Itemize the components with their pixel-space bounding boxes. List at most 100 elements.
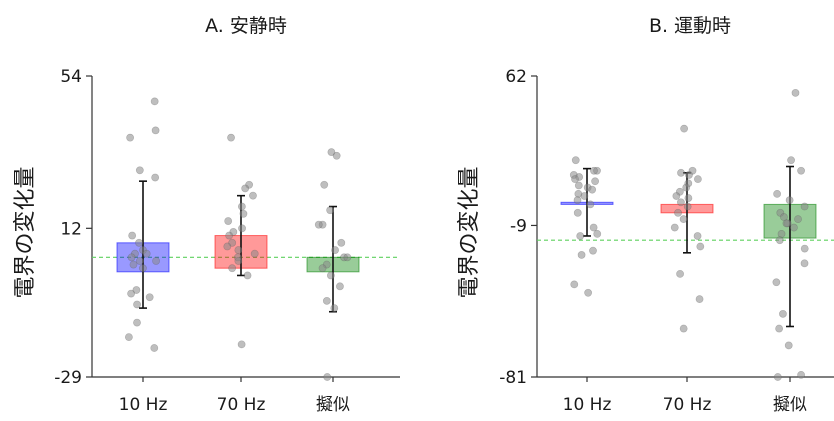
- data-point: [791, 88, 800, 97]
- data-point: [588, 185, 597, 194]
- data-point: [336, 282, 344, 291]
- data-point: [127, 289, 136, 298]
- data-point: [250, 249, 259, 258]
- data-point: [126, 133, 135, 142]
- data-point: [695, 295, 704, 304]
- data-point: [672, 192, 681, 200]
- data-point: [584, 288, 593, 297]
- data-point: [677, 198, 685, 207]
- data-point: [679, 215, 688, 224]
- data-point: [133, 300, 141, 309]
- data-point: [241, 184, 250, 193]
- data-point: [790, 223, 798, 232]
- data-point: [591, 177, 600, 186]
- data-point: [152, 257, 160, 265]
- data-point: [326, 271, 335, 280]
- data-point: [322, 296, 331, 305]
- data-point: [151, 126, 160, 135]
- data-point: [785, 196, 794, 205]
- y-tick-label: 54: [60, 67, 82, 87]
- data-point: [797, 166, 805, 175]
- data-point: [674, 208, 682, 217]
- x-tick-label: 擬似: [316, 395, 350, 415]
- data-point: [238, 224, 246, 233]
- data-point: [128, 231, 137, 240]
- data-point: [228, 264, 237, 273]
- data-point: [124, 333, 133, 342]
- data-point: [577, 251, 586, 259]
- data-point: [670, 223, 679, 232]
- data-point: [243, 271, 252, 280]
- data-point: [142, 249, 151, 258]
- y-axis-label: 電界の変化量: [13, 166, 38, 298]
- data-point: [677, 168, 685, 177]
- data-point: [573, 208, 582, 217]
- y-tick-label: 12: [60, 219, 82, 239]
- data-point: [135, 238, 143, 247]
- data-point: [787, 156, 795, 165]
- data-point: [574, 181, 583, 190]
- data-point: [139, 264, 147, 273]
- data-point: [780, 213, 788, 221]
- data-point: [133, 318, 141, 327]
- data-point: [684, 194, 693, 202]
- data-point: [132, 286, 141, 294]
- data-point: [332, 151, 341, 160]
- data-point: [676, 269, 684, 278]
- data-point: [682, 183, 691, 192]
- data-point: [590, 166, 598, 175]
- data-point: [237, 202, 246, 211]
- data-point: [696, 242, 705, 251]
- data-point: [234, 246, 243, 254]
- data-point: [593, 229, 602, 238]
- data-point: [150, 97, 159, 106]
- y-tick-label: 62: [505, 67, 527, 87]
- data-point: [327, 148, 336, 157]
- x-tick-label: 70 Hz: [217, 395, 266, 415]
- data-point: [779, 309, 787, 318]
- y-tick-label: -81: [499, 368, 527, 388]
- data-point: [571, 156, 580, 165]
- data-point: [683, 202, 692, 211]
- data-point: [225, 231, 234, 240]
- chart-title: A. 安静時: [205, 15, 287, 37]
- data-point: [580, 192, 589, 200]
- data-point: [318, 264, 327, 273]
- data-point: [680, 124, 689, 133]
- x-tick-label: 70 Hz: [663, 395, 712, 415]
- data-point: [693, 232, 702, 240]
- data-point: [685, 171, 693, 179]
- data-point: [573, 196, 582, 205]
- data-point: [224, 217, 233, 225]
- data-point: [320, 180, 329, 189]
- data-point: [135, 257, 144, 265]
- data-point: [773, 373, 782, 381]
- x-tick-label: 擬似: [773, 395, 807, 415]
- data-point: [570, 280, 579, 289]
- x-tick-label: 10 Hz: [563, 395, 612, 415]
- data-point: [234, 257, 243, 265]
- data-point: [330, 304, 339, 312]
- data-point: [586, 200, 595, 209]
- data-point: [772, 278, 781, 287]
- data-point: [129, 260, 138, 269]
- data-point: [800, 259, 809, 268]
- data-point: [797, 370, 806, 379]
- data-point: [249, 191, 257, 200]
- data-point: [145, 293, 154, 302]
- data-point: [239, 209, 248, 218]
- data-point: [135, 166, 144, 175]
- y-axis-label: 電界の変化量: [457, 166, 482, 298]
- y-tick-label: -9: [510, 216, 527, 236]
- data-point: [679, 324, 688, 333]
- data-point: [576, 232, 585, 240]
- chart-title: B. 運動時: [649, 15, 731, 37]
- data-point: [800, 202, 809, 211]
- data-point: [782, 219, 791, 228]
- data-point: [223, 242, 232, 251]
- data-point: [693, 175, 702, 184]
